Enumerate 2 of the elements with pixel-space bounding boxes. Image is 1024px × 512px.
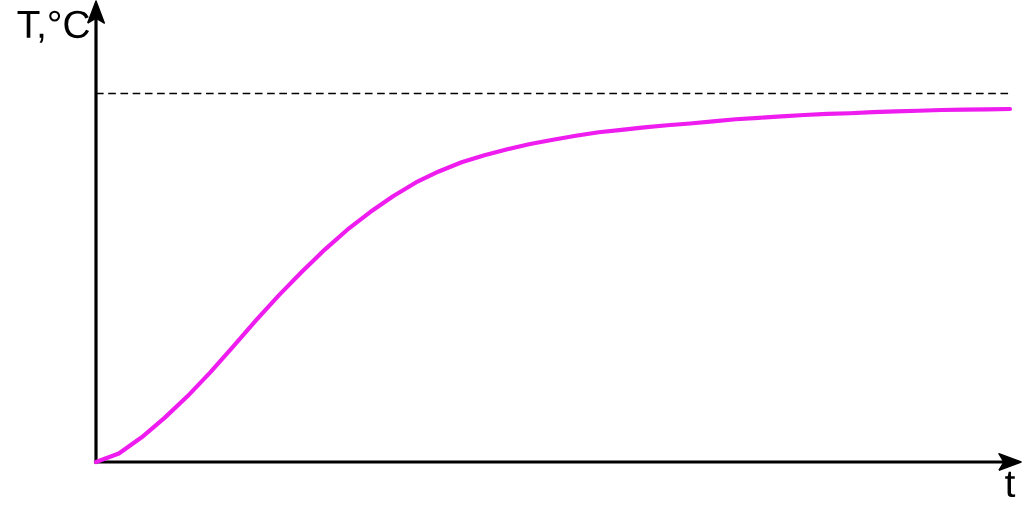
y-axis-title: T,°C bbox=[17, 10, 90, 43]
x-axis-title: t bbox=[1005, 471, 1016, 498]
